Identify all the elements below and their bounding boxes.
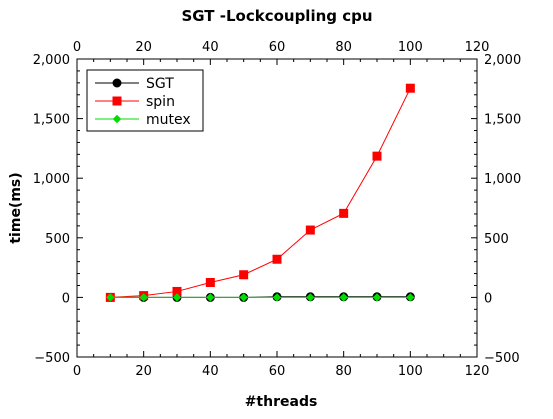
- x-tick-label-bottom: 60: [269, 364, 286, 379]
- data-point-mutex: [306, 293, 315, 302]
- y-tick-label-right: 500: [484, 232, 509, 247]
- y-tick-label-right: 1,000: [484, 172, 521, 187]
- y-tick-label-right: −500: [484, 351, 520, 366]
- legend-marker-mutex: [112, 114, 122, 124]
- x-tick-label-bottom: 120: [465, 364, 490, 379]
- legend-item-mutex: mutex: [95, 112, 191, 128]
- x-tick-label-top: 20: [135, 40, 152, 55]
- data-point-mutex: [406, 293, 415, 302]
- legend: SGT spin mutex: [86, 69, 204, 132]
- data-point-spin: [205, 278, 215, 287]
- data-point-mutex: [339, 293, 348, 302]
- chart-title: SGT -Lockcoupling cpu: [181, 7, 372, 25]
- x-tick-label-bottom: 0: [73, 364, 81, 379]
- y-tick-label-left: −500: [34, 351, 70, 366]
- data-point-mutex: [372, 293, 382, 302]
- x-tick-label-bottom: 100: [398, 364, 423, 379]
- data-point-mutex: [172, 293, 182, 302]
- data-point-spin: [272, 254, 282, 264]
- x-tick-label-bottom: 80: [335, 364, 352, 379]
- y-tick-label-right: 1,500: [484, 113, 521, 128]
- data-point-mutex: [106, 293, 115, 302]
- x-tick-label-top: 0: [73, 40, 81, 55]
- legend-label-mutex: mutex: [146, 112, 191, 128]
- x-axis-label: #threads: [245, 394, 318, 410]
- y-tick-label-right: 0: [484, 291, 492, 306]
- legend-label-spin: spin: [146, 94, 175, 110]
- x-tick-label-bottom: 40: [202, 364, 219, 379]
- data-point-mutex: [139, 293, 148, 302]
- data-point-spin: [372, 151, 382, 161]
- data-point-mutex: [239, 293, 248, 302]
- x-tick-label-top: 120: [465, 40, 490, 55]
- y-tick-label-left: 0: [62, 291, 70, 306]
- tick-marks: [76, 58, 478, 358]
- y-tick-label-right: 2,000: [484, 53, 521, 68]
- series-mutex: [106, 293, 415, 302]
- y-tick-label-left: 500: [45, 232, 70, 247]
- y-axis-label: time(ms): [8, 172, 24, 243]
- y-tick-label-left: 1,000: [33, 172, 70, 187]
- data-point-spin: [305, 225, 315, 235]
- x-tick-label-bottom: 20: [135, 364, 152, 379]
- legend-marker-spin: [112, 96, 122, 106]
- x-tick-label-top: 100: [398, 40, 423, 55]
- legend-item-spin: spin: [95, 94, 175, 110]
- y-tick-label-left: 2,000: [33, 53, 70, 68]
- series-layer: [105, 83, 415, 302]
- legend-label-SGT: SGT: [146, 76, 174, 92]
- data-point-spin: [405, 83, 415, 93]
- data-point-spin: [239, 270, 249, 280]
- legend-item-SGT: SGT: [95, 76, 174, 92]
- legend-marker-SGT: [112, 78, 122, 88]
- series-line-spin: [110, 87, 411, 298]
- y-tick-label-left: 1,500: [33, 113, 70, 128]
- data-point-mutex: [206, 293, 215, 302]
- data-point-spin: [339, 208, 349, 218]
- data-point-mutex: [272, 293, 282, 302]
- x-tick-label-top: 80: [335, 40, 352, 55]
- x-tick-label-top: 60: [269, 40, 286, 55]
- x-tick-label-top: 40: [202, 40, 219, 55]
